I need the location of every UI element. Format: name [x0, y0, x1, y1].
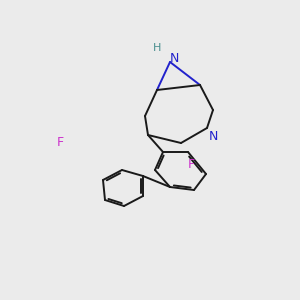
Text: N: N: [208, 130, 218, 143]
Text: F: F: [188, 158, 195, 170]
Text: N: N: [169, 52, 179, 64]
Text: F: F: [56, 136, 64, 148]
Text: H: H: [153, 43, 161, 53]
